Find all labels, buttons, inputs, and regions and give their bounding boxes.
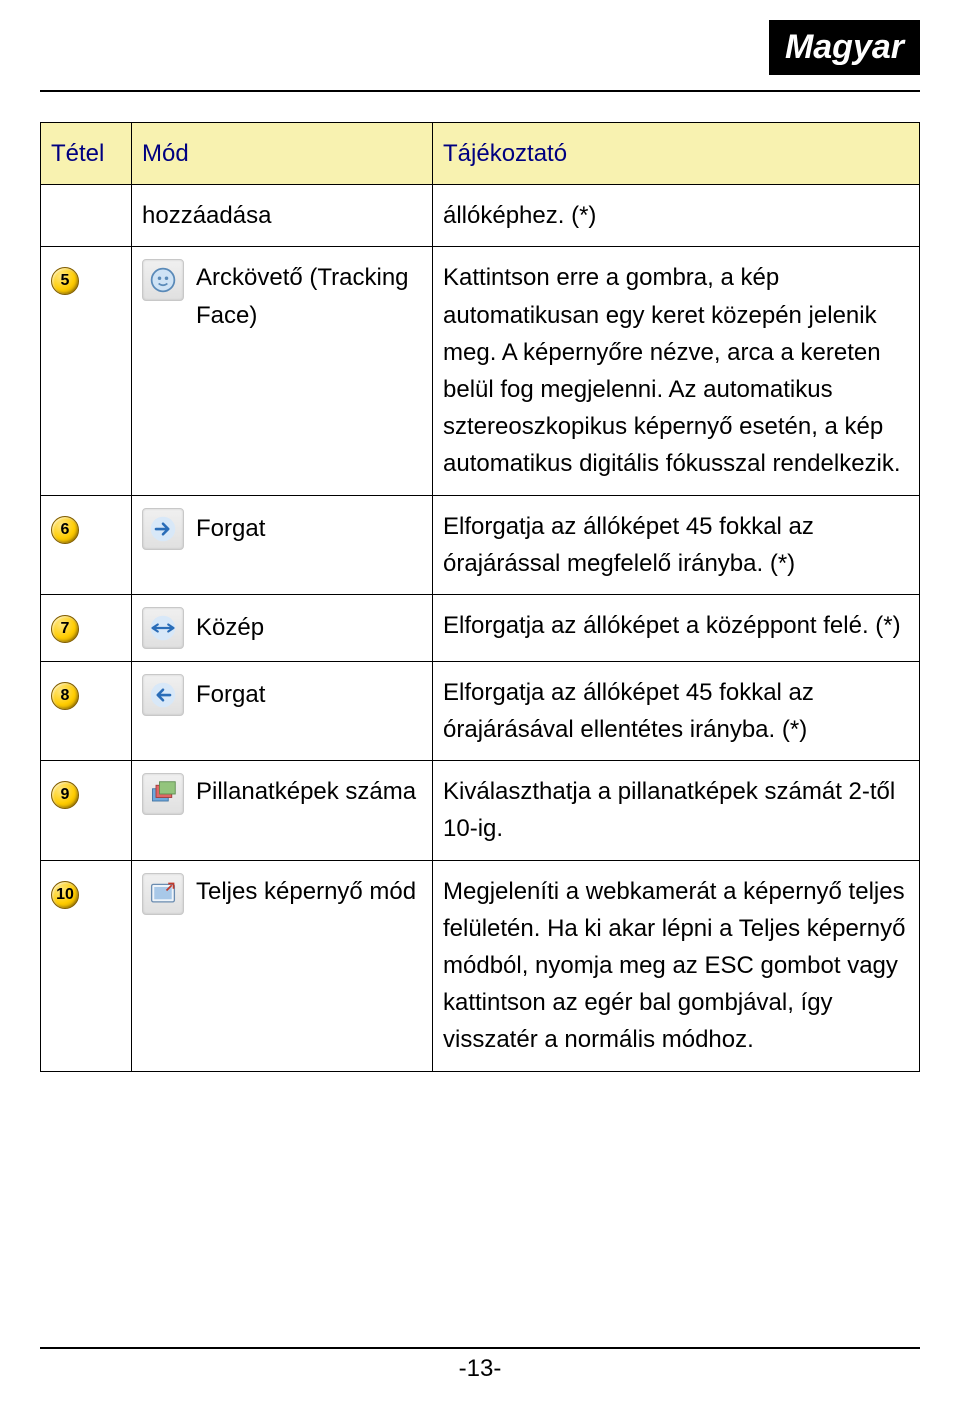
cell-tetel: 8 [41,661,132,760]
col-header-mod: Mód [132,123,433,185]
cell-info: Megjeleníti a webkamerát a képernyő telj… [433,860,920,1071]
language-badge: Magyar [769,20,920,75]
col-header-tetel: Tétel [41,123,132,185]
table-row: 10 Teljes képernyő mód Megjeleníti a web… [41,860,920,1071]
mod-label: Közép [196,609,264,646]
mod-label: hozzáadása [142,202,271,229]
mod-label: Arckövető (Tracking Face) [196,259,422,333]
table-row: 8 Forgat Elforgatja az állóképet 45 fokk… [41,661,920,760]
rotate-left-icon [142,674,184,716]
footer: -13- [0,1347,960,1383]
cell-tetel: 9 [41,761,132,860]
cell-tetel: 7 [41,594,132,661]
cell-info: Elforgatja az állóképet a középpont felé… [433,594,920,661]
cell-tetel [41,185,132,247]
face-tracking-icon [142,259,184,301]
col-header-info: Tájékoztató [433,123,920,185]
snapshots-icon [142,773,184,815]
page: Magyar Tétel Mód Tájékoztató hozzáadása … [0,0,960,1423]
main-table: Tétel Mód Tájékoztató hozzáadása állókép… [40,122,920,1072]
table-row: 6 Forgat Elforgatja az állóképet 45 fokk… [41,495,920,594]
table-row: 9 Pillanatképek száma Kiválaszthatja a p… [41,761,920,860]
header-bar: Magyar [40,20,920,92]
cell-mod: hozzáadása [132,185,433,247]
table-header-row: Tétel Mód Tájékoztató [41,123,920,185]
cell-tetel: 10 [41,860,132,1071]
table-row: hozzáadása állóképhez. (*) [41,185,920,247]
cell-mod: Arckövető (Tracking Face) [132,247,433,495]
page-number: -13- [0,1355,960,1383]
footer-line [40,1347,920,1349]
cell-tetel: 6 [41,495,132,594]
number-badge: 9 [51,781,79,809]
cell-tetel: 5 [41,247,132,495]
cell-mod: Pillanatképek száma [132,761,433,860]
mod-label: Teljes képernyő mód [196,873,422,910]
table-row: 7 Közép Elforgatja az állóképet a középp… [41,594,920,661]
cell-info: Elforgatja az állóképet 45 fokkal az óra… [433,495,920,594]
center-icon [142,607,184,649]
mod-label: Forgat [196,510,265,547]
cell-mod: Közép [132,594,433,661]
cell-info: Kattintson erre a gombra, a kép automati… [433,247,920,495]
number-badge: 10 [51,881,79,909]
fullscreen-icon [142,873,184,915]
cell-info: Elforgatja az állóképet 45 fokkal az óra… [433,661,920,760]
cell-mod: Forgat [132,495,433,594]
number-badge: 7 [51,615,79,643]
table-row: 5 Arckövető (Tracking Face) Kattintson e… [41,247,920,495]
number-badge: 5 [51,267,79,295]
rotate-right-icon [142,508,184,550]
cell-info: Kiválaszthatja a pillanatképek számát 2-… [433,761,920,860]
number-badge: 8 [51,682,79,710]
cell-mod: Teljes képernyő mód [132,860,433,1071]
mod-label: Pillanatképek száma [196,773,422,810]
cell-info: állóképhez. (*) [433,185,920,247]
number-badge: 6 [51,516,79,544]
cell-mod: Forgat [132,661,433,760]
mod-label: Forgat [196,676,265,713]
